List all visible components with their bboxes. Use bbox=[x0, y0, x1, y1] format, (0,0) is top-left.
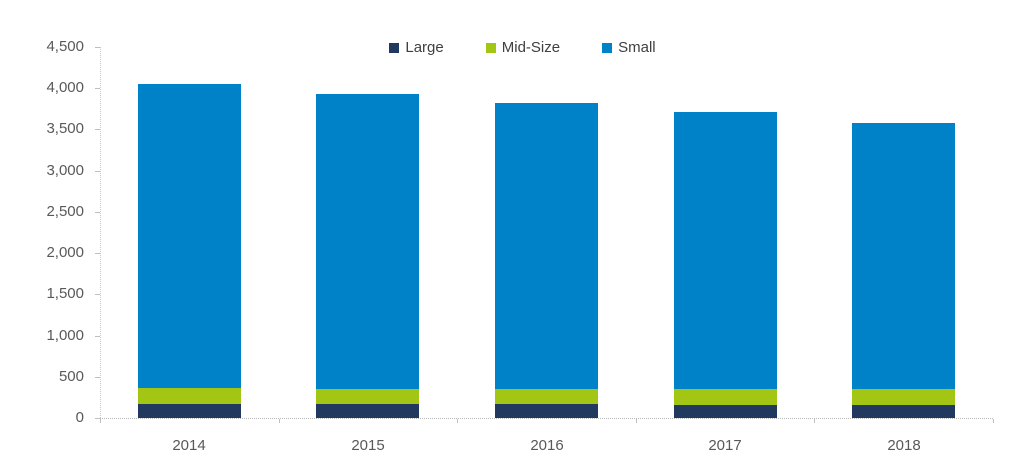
bar-2015-large-segment bbox=[316, 404, 419, 418]
bar-2017-large-segment bbox=[674, 404, 777, 418]
y-axis-tick bbox=[95, 212, 100, 213]
y-axis-tick-label: 3,000 bbox=[46, 162, 84, 179]
bar-group-2017 bbox=[674, 112, 777, 418]
legend: Large Mid-Size Small bbox=[100, 38, 945, 58]
y-axis-tick bbox=[95, 294, 100, 295]
bar-group-2015 bbox=[316, 93, 419, 418]
legend-item-mid-size: Mid-Size bbox=[485, 39, 561, 57]
bar-group-2014 bbox=[138, 84, 241, 418]
x-axis-line bbox=[100, 418, 993, 419]
bar-group-2016 bbox=[495, 103, 598, 418]
y-axis-tick bbox=[95, 253, 100, 254]
bar-2016-small-segment bbox=[495, 103, 598, 389]
legend-swatch-mid-size-icon bbox=[485, 43, 496, 53]
y-axis-tick-label: 1,500 bbox=[46, 285, 84, 302]
legend-item-small: Small bbox=[602, 39, 656, 57]
x-axis-tick bbox=[100, 419, 101, 423]
y-axis-tick bbox=[95, 47, 100, 48]
bar-2018-mid-size-segment bbox=[852, 389, 955, 405]
bar-2018-small-segment bbox=[852, 122, 955, 390]
bar-2014-mid-size-segment bbox=[138, 387, 241, 404]
bar-2017-mid-size-segment bbox=[674, 388, 777, 405]
y-axis-tick-label: 500 bbox=[58, 368, 84, 385]
bar-2017-small-segment bbox=[674, 112, 777, 389]
y-axis-tick bbox=[95, 88, 100, 89]
x-axis-label-2015: 2015 bbox=[351, 437, 385, 454]
x-axis-label-2016: 2016 bbox=[530, 437, 564, 454]
bar-2016-mid-size-segment bbox=[495, 388, 598, 405]
legend-label-large: Large bbox=[405, 39, 444, 56]
bar-2015-mid-size-segment bbox=[316, 388, 419, 405]
bar-2014-large-segment bbox=[138, 403, 241, 418]
legend-label-small: Small bbox=[618, 39, 656, 56]
y-axis-line bbox=[100, 47, 101, 418]
legend-swatch-small-icon bbox=[602, 43, 613, 53]
x-axis-tick bbox=[636, 419, 637, 423]
y-axis-tick bbox=[95, 336, 100, 337]
y-axis-tick-label: 4,000 bbox=[46, 79, 84, 96]
legend-item-large: Large bbox=[389, 39, 444, 57]
y-axis-tick-label: 3,500 bbox=[46, 120, 84, 137]
x-axis-label-2018: 2018 bbox=[887, 437, 921, 454]
y-axis-tick-label: 2,500 bbox=[46, 203, 84, 220]
y-axis-tick-label: 1,000 bbox=[46, 327, 84, 344]
y-axis-tick-label: 0 bbox=[75, 409, 84, 426]
legend-label-mid-size: Mid-Size bbox=[501, 39, 561, 56]
bar-group-2018 bbox=[852, 122, 955, 418]
y-axis-tick bbox=[95, 418, 100, 419]
bar-2014-small-segment bbox=[138, 84, 241, 388]
x-axis-label-2014: 2014 bbox=[172, 437, 206, 454]
x-axis-tick bbox=[814, 419, 815, 423]
x-axis-tick bbox=[279, 419, 280, 423]
y-axis-tick bbox=[95, 377, 100, 378]
y-axis-tick-label: 2,000 bbox=[46, 244, 84, 261]
legend-swatch-large-icon bbox=[389, 43, 400, 53]
x-axis-label-2017: 2017 bbox=[708, 437, 742, 454]
x-axis-tick bbox=[457, 419, 458, 423]
y-axis-tick bbox=[95, 171, 100, 172]
bar-2018-large-segment bbox=[852, 404, 955, 418]
bar-2016-large-segment bbox=[495, 404, 598, 418]
bar-2015-small-segment bbox=[316, 93, 419, 389]
y-axis-tick-label: 4,500 bbox=[46, 38, 84, 55]
y-axis-tick bbox=[95, 129, 100, 130]
x-axis-tick bbox=[993, 419, 994, 423]
